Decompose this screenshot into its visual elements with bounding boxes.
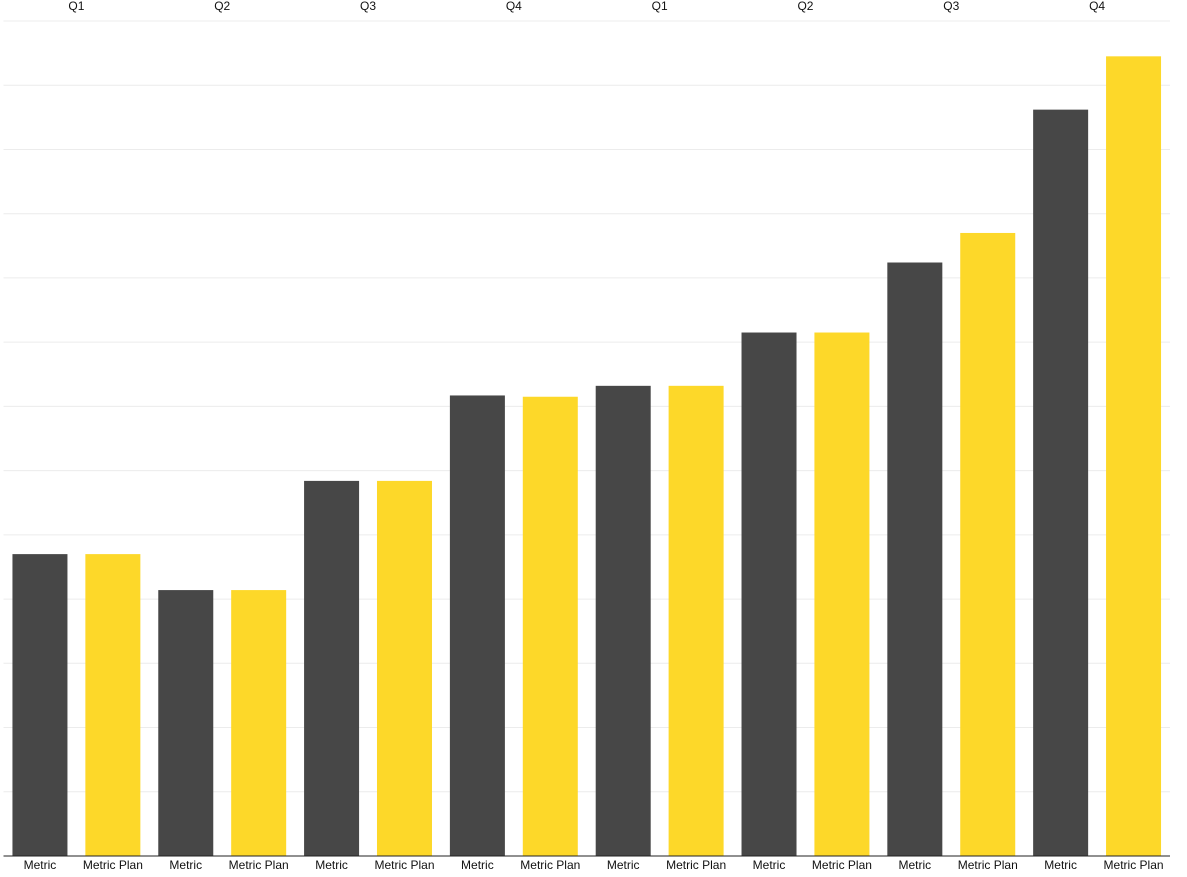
series-label: Metric Plan [1104, 858, 1164, 872]
series-label: Metric Plan [83, 858, 143, 872]
bar [304, 480, 360, 856]
quarter-label: Q3 [360, 0, 376, 13]
series-label: Metric [315, 858, 348, 872]
quarter-label: Q2 [797, 0, 813, 13]
quarter-label: Q1 [652, 0, 668, 13]
series-label: Metric Plan [666, 858, 726, 872]
bar [887, 262, 943, 856]
quarter-label: Q4 [1089, 0, 1105, 13]
bar [960, 232, 1016, 856]
series-label: Metric [24, 858, 57, 872]
series-label: Metric [898, 858, 931, 872]
quarter-label: Q4 [506, 0, 522, 13]
bar [595, 385, 651, 856]
series-label: Metric Plan [958, 858, 1018, 872]
series-label: Metric Plan [374, 858, 434, 872]
series-label: Metric [753, 858, 786, 872]
bar [1033, 109, 1089, 857]
series-label: Metric Plan [812, 858, 872, 872]
series-label: Metric Plan [520, 858, 580, 872]
series-label: Metric Plan [229, 858, 289, 872]
bar [449, 395, 505, 856]
series-label: Metric [461, 858, 494, 872]
bar [376, 480, 432, 856]
series-label: Metric [169, 858, 202, 872]
quarter-label: Q1 [68, 0, 84, 13]
bar [12, 554, 68, 856]
quarter-label: Q2 [214, 0, 230, 13]
bar [1106, 56, 1162, 857]
bar [522, 396, 578, 856]
bar [741, 332, 797, 856]
bar [668, 385, 724, 856]
bar [814, 332, 870, 856]
quarter-label: Q3 [943, 0, 959, 13]
bar [231, 590, 287, 856]
bar [85, 554, 141, 856]
series-label: Metric [607, 858, 640, 872]
bar [158, 590, 214, 856]
series-label: Metric [1044, 858, 1077, 872]
